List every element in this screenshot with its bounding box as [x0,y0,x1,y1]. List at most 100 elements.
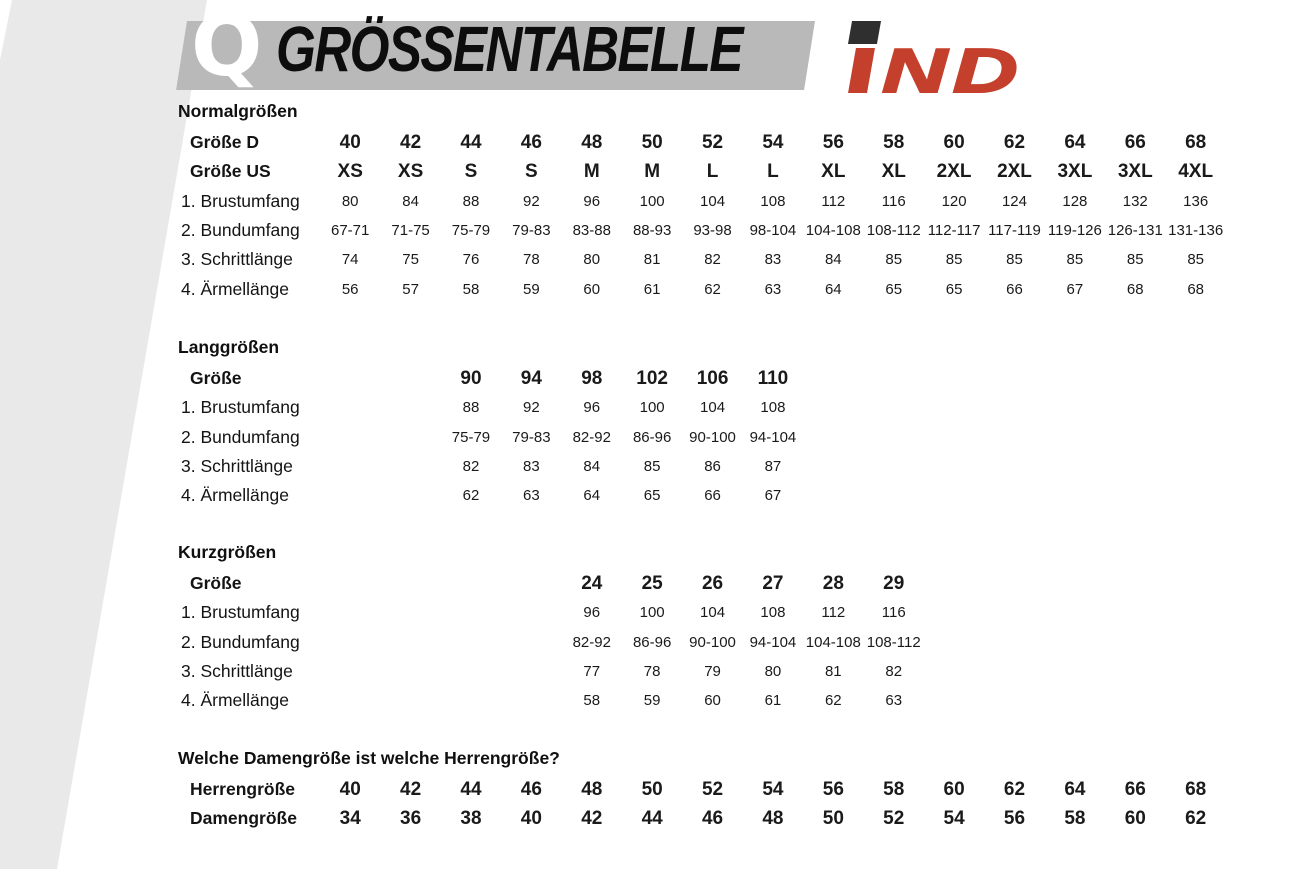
size-value: 74 [341,251,359,269]
size-value: 28 [822,572,844,594]
normal-sizes-table: Größe D 40 42 44 46 48 50 52 54 56 58 60 62 64 66 68 Grö… [178,128,1298,304]
size-value: 108 [760,192,786,210]
size-value: 82-92 [572,428,611,446]
section-title-normal: Normalgrößen [178,101,298,121]
size-value: 62 [1185,807,1207,829]
size-value: 50 [822,807,844,829]
size-value: 120 [941,192,967,210]
size-value: 68 [1126,280,1144,298]
table-row: 3. Schrittlänge 82 83 84 85 86 87 [178,452,1298,481]
size-value: 60 [583,280,601,298]
size-value: 61 [764,692,782,710]
size-value: 117-119 [988,222,1041,240]
size-value: 60 [943,778,965,800]
size-value: 29 [883,572,905,594]
size-value: 106 [696,367,729,389]
table-row: 4. Ärmellänge 56 57 58 59 60 61 62 63 64 65 65 66 67 6… [178,274,1298,303]
size-value: 67 [1066,280,1084,298]
size-value: 3XL [1057,160,1093,182]
size-value: 88 [462,399,480,417]
size-value: 126-131 [1107,222,1163,240]
row-label: Größe [190,368,242,389]
size-value: 104 [700,192,726,210]
size-value: 90-100 [689,633,736,651]
size-value: 86-96 [632,633,672,651]
size-value: 50 [641,131,663,153]
table-row: 4. Ärmellänge 62 63 64 65 66 67 [178,481,1298,510]
short-sizes-section: Kurzgrößen Größe 24 25 26 27 28 29 1. Brustumfa… [178,539,1298,715]
size-value: 85 [1187,251,1204,269]
row-label: Herrengröße [190,779,296,800]
size-value: 81 [824,663,842,681]
size-value: 85 [643,458,661,476]
size-value: 24 [581,572,603,594]
size-value: 66 [1124,131,1146,153]
size-value: 96 [583,604,601,622]
size-value: 112 [821,192,846,210]
size-value: 62 [824,692,842,710]
size-value: 59 [523,280,540,298]
size-value: 44 [460,131,482,153]
size-value: 80 [583,251,601,269]
size-value: 116 [881,192,906,210]
size-value: 94 [520,367,542,389]
size-value: 108-112 [866,222,921,240]
size-value: 78 [643,663,661,681]
size-value: 42 [400,131,422,153]
size-value: 52 [883,807,905,829]
size-value: 110 [757,367,789,389]
size-value: 85 [1006,251,1023,269]
size-value: 66 [1006,280,1023,298]
size-value: XS [337,160,363,182]
size-value: 104 [700,399,726,417]
row-label: 3. Schrittlänge [181,661,293,682]
size-value: 46 [520,131,542,153]
size-value: 68 [1185,131,1207,153]
table-row: 1. Brustumfang 96 100 104 108 112 116 [178,598,1298,627]
size-value: 58 [462,280,480,298]
size-value: 48 [581,778,603,800]
size-value: 84 [402,192,419,210]
size-value: 60 [1124,807,1146,829]
table-row: 3. Schrittlänge 77 78 79 80 81 82 [178,657,1298,686]
size-value: 80 [341,192,359,210]
size-value: 108 [760,604,786,622]
row-label: 4. Ärmellänge [181,278,289,299]
size-value: 88-93 [632,222,672,240]
size-value: 34 [339,807,361,829]
size-value: 98-104 [749,222,797,240]
row-label: 4. Ärmellänge [181,485,289,506]
table-row: 1. Brustumfang 80 84 88 92 96 100 104 108 112 116 1… [178,187,1298,216]
size-value: 42 [400,778,422,800]
normal-sizes-section: Normalgrößen Größe D 40 42 44 46 48 50 52 54 56 58… [178,98,1298,304]
size-value: 50 [641,778,663,800]
size-value: 54 [762,778,784,800]
row-label: Größe D [190,132,260,153]
women-men-conversion-section: Welche Damengröße ist welche Herrengröße… [178,745,1298,834]
size-value: 65 [643,487,661,505]
size-value: 83 [764,251,782,269]
size-value: 131-136 [1168,222,1224,240]
size-value: 85 [885,251,903,269]
size-value: 102 [636,367,668,389]
size-value: 42 [581,807,603,829]
size-value: 82 [704,251,721,269]
size-value: 132 [1122,192,1148,210]
short-sizes-table: Größe 24 25 26 27 28 29 1. Brustumfang 96 100 104 1… [178,569,1298,715]
size-value: M [583,160,600,182]
size-value: 64 [824,280,842,298]
ind-logo-letters: ND [881,36,1024,107]
size-value: 75-79 [451,428,491,446]
size-value: 86-96 [632,428,672,446]
size-value: 87 [764,458,782,476]
size-value: 56 [1003,807,1026,829]
size-value: 48 [581,131,603,153]
size-value: 62 [1003,131,1026,153]
size-value: 67-71 [331,222,370,240]
size-value: 75 [402,251,419,269]
long-sizes-section: Langgrößen Größe 90 94 98 102 106 110 1. Brustu… [178,334,1298,510]
size-value: 85 [1126,251,1144,269]
size-value: 52 [701,131,724,153]
table-row: 3. Schrittlänge 74 75 76 78 80 81 82 83 84 85 85 85 8… [178,245,1298,274]
table-row: 1. Brustumfang 88 92 96 100 104 108 [178,393,1298,422]
